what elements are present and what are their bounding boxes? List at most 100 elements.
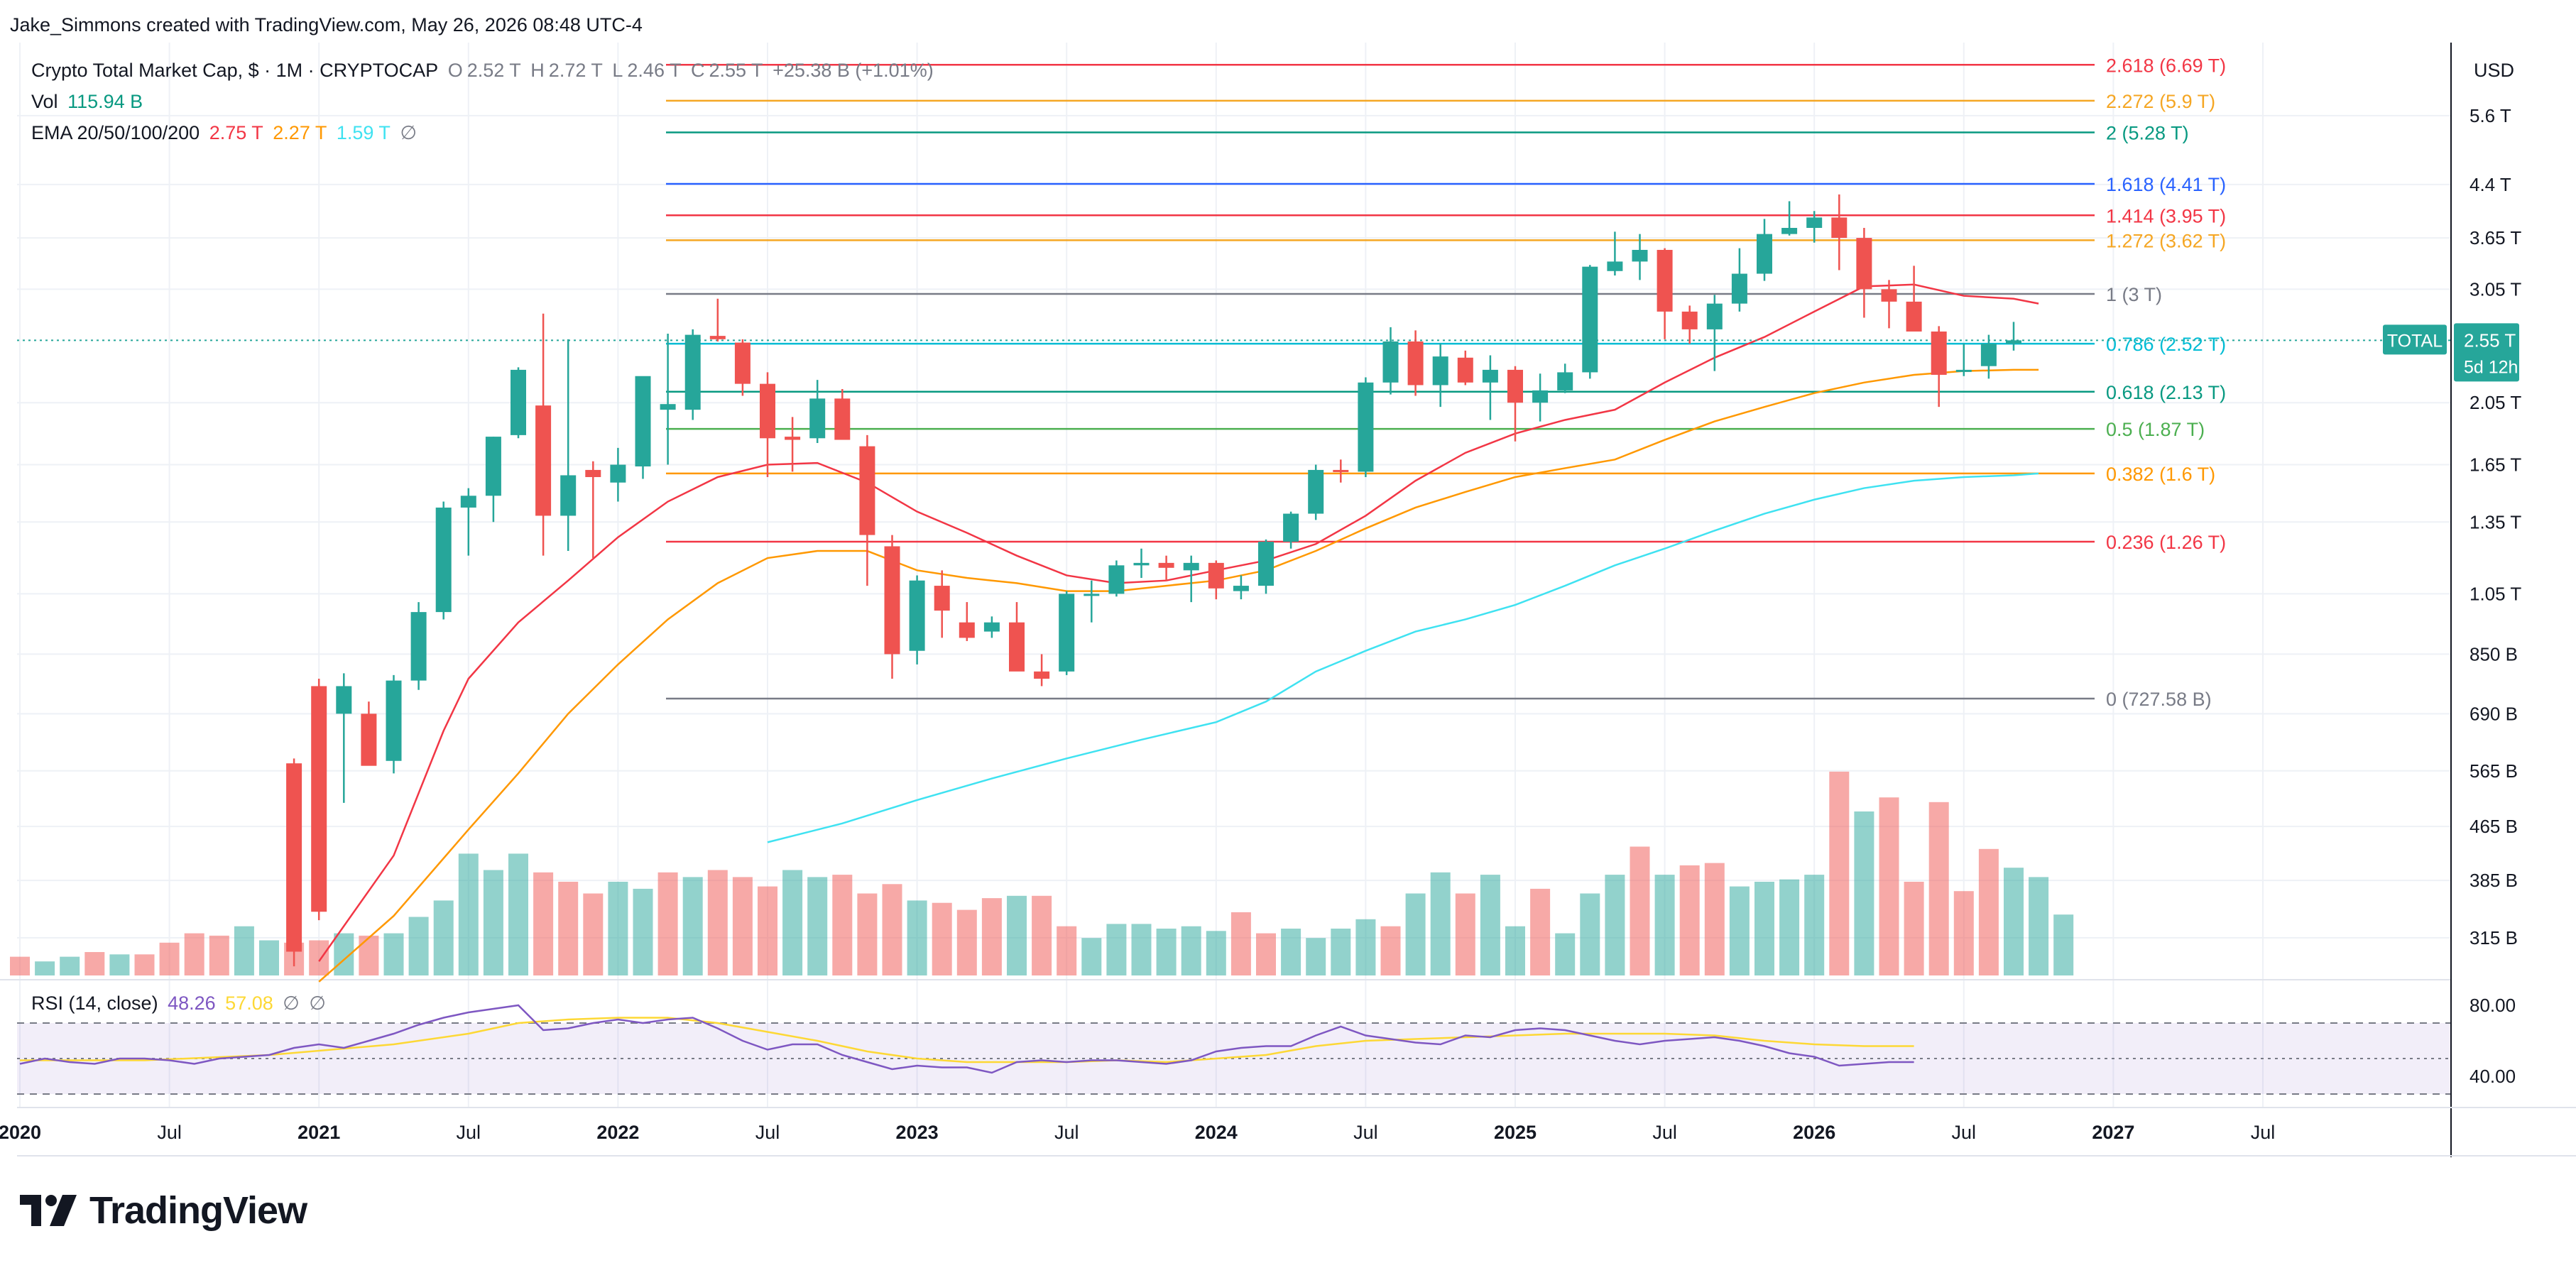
candle[interactable] (1059, 591, 1075, 675)
candle[interactable] (1407, 330, 1424, 396)
candle[interactable] (1283, 511, 1299, 549)
volume-bar (1679, 865, 1700, 975)
candle[interactable] (809, 380, 826, 444)
candle[interactable] (909, 575, 925, 665)
symbol-legend[interactable]: Crypto Total Market Cap, $ · 1M · CRYPTO… (31, 60, 938, 82)
candle[interactable] (834, 389, 851, 440)
candle[interactable] (1632, 234, 1648, 280)
candle[interactable] (1681, 305, 1698, 344)
close-value: 2.55 T (709, 60, 763, 81)
symbol-title[interactable]: Crypto Total Market Cap, $ · 1M · CRYPTO… (31, 60, 439, 81)
candle[interactable] (1657, 248, 1673, 339)
candle-body (410, 612, 427, 681)
candle[interactable] (1856, 228, 1872, 318)
candle[interactable] (1955, 344, 1972, 376)
candle[interactable] (1333, 459, 1349, 483)
candle[interactable] (485, 437, 501, 523)
candle-body (511, 369, 526, 435)
price-badge[interactable] (2454, 323, 2519, 382)
rsi-label[interactable]: RSI (14, close) (31, 993, 158, 1014)
candle[interactable] (286, 758, 302, 967)
candle[interactable] (1557, 363, 1573, 393)
candle[interactable] (734, 339, 751, 396)
candle[interactable] (361, 701, 377, 766)
candle[interactable] (610, 447, 626, 502)
candle[interactable] (1208, 560, 1224, 600)
symbol-badge[interactable] (2383, 324, 2447, 355)
candle[interactable] (1108, 560, 1125, 597)
candle[interactable] (1706, 295, 1723, 371)
candle[interactable] (1258, 539, 1274, 594)
candle[interactable] (410, 602, 427, 690)
candle[interactable] (884, 535, 900, 679)
fibonacci-levels[interactable]: 2.618 (6.69 T) 2.272 (5.9 T) 2 (5.28 T) 1.6… (666, 55, 2226, 710)
candle[interactable] (1158, 555, 1174, 581)
candle[interactable] (1308, 464, 1324, 520)
volume-label[interactable]: Vol (31, 91, 58, 112)
candle[interactable] (460, 488, 476, 556)
fib-level-label: 2.272 (5.9 T) (2106, 91, 2215, 112)
price-tick-label: 1.35 T (2469, 511, 2521, 532)
candle[interactable] (785, 417, 801, 472)
fib-level-label: 0.786 (2.52 T) (2106, 334, 2226, 355)
candle[interactable] (983, 616, 1000, 638)
candle[interactable] (1881, 280, 1897, 329)
volume-bar (1754, 882, 1774, 975)
candle[interactable] (1806, 211, 1823, 243)
candle[interactable] (1233, 575, 1249, 600)
candle[interactable] (2006, 322, 2021, 351)
candle[interactable] (1009, 602, 1025, 672)
ema-label[interactable]: EMA 20/50/100/200 (31, 122, 200, 143)
candle[interactable] (660, 334, 676, 465)
candle[interactable] (859, 434, 875, 586)
candle[interactable] (1781, 201, 1798, 236)
candle-body (684, 334, 701, 410)
candle[interactable] (635, 376, 651, 479)
volume-bar (633, 888, 653, 975)
candle[interactable] (511, 367, 526, 439)
candle[interactable] (560, 339, 577, 552)
rsi-legend[interactable]: RSI (14, close) 48.26 57.08 ∅ ∅ (31, 993, 330, 1015)
candle[interactable] (1457, 350, 1473, 386)
candle[interactable] (435, 501, 452, 620)
candle[interactable] (311, 679, 327, 921)
candle[interactable] (1607, 231, 1623, 276)
candle[interactable] (1034, 654, 1050, 687)
ema-legend[interactable]: EMA 20/50/100/200 2.75 T 2.27 T 1.59 T ∅ (31, 122, 421, 144)
time-tick-label: 2024 (1195, 1122, 1238, 1143)
candle[interactable] (1906, 266, 1922, 332)
candle-body (1557, 372, 1573, 390)
candle[interactable] (386, 674, 402, 774)
candle[interactable] (709, 298, 726, 341)
candle[interactable] (684, 329, 701, 420)
candle[interactable] (1382, 327, 1399, 395)
candle[interactable] (585, 461, 601, 559)
candle[interactable] (934, 570, 950, 638)
candle[interactable] (1432, 344, 1448, 408)
volume-bar (1405, 893, 1426, 975)
candle[interactable] (760, 372, 775, 477)
candle[interactable] (1084, 580, 1100, 623)
tradingview-logo[interactable]: TradingView (20, 1188, 307, 1232)
candle[interactable] (1980, 334, 1997, 379)
candle[interactable] (1532, 373, 1549, 422)
candle[interactable] (535, 313, 552, 556)
candle[interactable] (1133, 548, 1150, 579)
candle[interactable] (1831, 194, 1848, 270)
candle[interactable] (1358, 377, 1374, 477)
candle-body (1158, 562, 1174, 568)
candle[interactable] (1482, 355, 1498, 420)
volume-legend[interactable]: Vol 115.94 B (31, 91, 147, 113)
candle[interactable] (1757, 219, 1772, 281)
candle[interactable] (1931, 326, 1947, 408)
candle[interactable] (1731, 248, 1747, 312)
candle[interactable] (336, 673, 352, 803)
candle[interactable] (959, 602, 975, 641)
volume-bar (2004, 868, 2024, 975)
candle[interactable] (1582, 265, 1598, 379)
candle[interactable] (1183, 555, 1199, 603)
candles[interactable] (286, 194, 2021, 967)
volume-bar (932, 902, 952, 975)
candle[interactable] (1507, 366, 1523, 442)
